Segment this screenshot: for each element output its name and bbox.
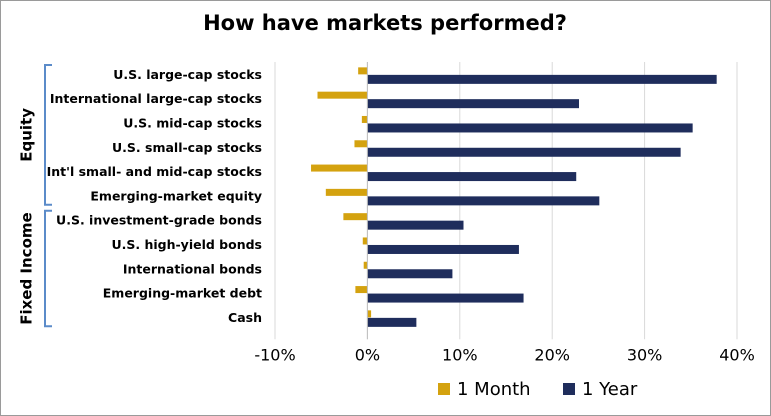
y-tick-label: U.S. investment-grade bonds: [56, 213, 262, 228]
bar: [311, 164, 368, 172]
group-label: Equity: [18, 108, 36, 162]
y-tick-label: Int'l small- and mid-cap stocks: [47, 164, 262, 179]
y-tick-label: International large-cap stocks: [50, 91, 262, 106]
legend-label: 1 Year: [582, 379, 638, 400]
bar: [367, 220, 464, 230]
bar: [317, 91, 368, 99]
bar: [367, 310, 372, 318]
x-tick-label: 40%: [719, 346, 755, 365]
bar: [361, 115, 368, 123]
bar: [367, 293, 524, 303]
bar: [367, 172, 577, 182]
bar: [325, 188, 368, 196]
y-tick-label: U.S. mid-cap stocks: [123, 115, 262, 130]
bar: [362, 237, 368, 245]
legend-swatch: [563, 383, 575, 395]
bar: [355, 286, 368, 294]
group-label: Fixed Income: [18, 212, 36, 324]
bar: [363, 261, 368, 269]
bar: [343, 213, 368, 221]
y-tick-label: U.S. large-cap stocks: [113, 67, 262, 82]
bar: [367, 74, 717, 84]
bar: [358, 67, 368, 75]
bar: [367, 123, 693, 133]
x-tick-label: 10%: [442, 346, 478, 365]
y-tick-label: Emerging-market debt: [103, 286, 262, 301]
y-tick-label: Emerging-market equity: [90, 188, 262, 203]
y-tick-label: U.S. high-yield bonds: [111, 237, 262, 252]
y-tick-label: International bonds: [123, 261, 262, 276]
x-tick-label: -10%: [254, 346, 295, 365]
group-bracket: [44, 64, 52, 206]
bar: [367, 99, 579, 109]
legend-label: 1 Month: [457, 379, 531, 400]
bar: [354, 140, 368, 148]
bar: [367, 196, 600, 206]
bar: [367, 269, 453, 279]
y-tick-label: U.S. small-cap stocks: [112, 140, 262, 155]
group-bracket: [44, 209, 52, 328]
x-tick-label: 30%: [627, 346, 663, 365]
chart-title: How have markets performed?: [203, 11, 567, 35]
bar: [367, 317, 417, 327]
bar: [367, 147, 681, 157]
x-tick-label: 0%: [355, 346, 380, 365]
x-tick-label: 20%: [534, 346, 570, 365]
y-tick-label: Cash: [228, 310, 262, 325]
bar: [367, 244, 519, 254]
legend-swatch: [438, 383, 450, 395]
